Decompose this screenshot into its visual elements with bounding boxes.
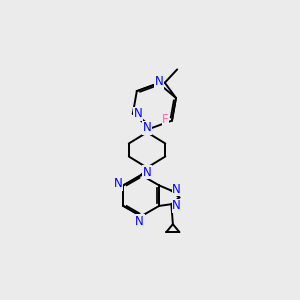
Text: N: N <box>154 75 164 88</box>
Text: N: N <box>172 183 181 196</box>
Text: N: N <box>134 107 142 120</box>
Text: N: N <box>143 166 152 178</box>
Text: N: N <box>114 177 122 190</box>
Text: F: F <box>162 112 169 126</box>
Text: N: N <box>143 122 152 134</box>
Text: N: N <box>172 199 181 212</box>
Text: N: N <box>135 215 144 228</box>
